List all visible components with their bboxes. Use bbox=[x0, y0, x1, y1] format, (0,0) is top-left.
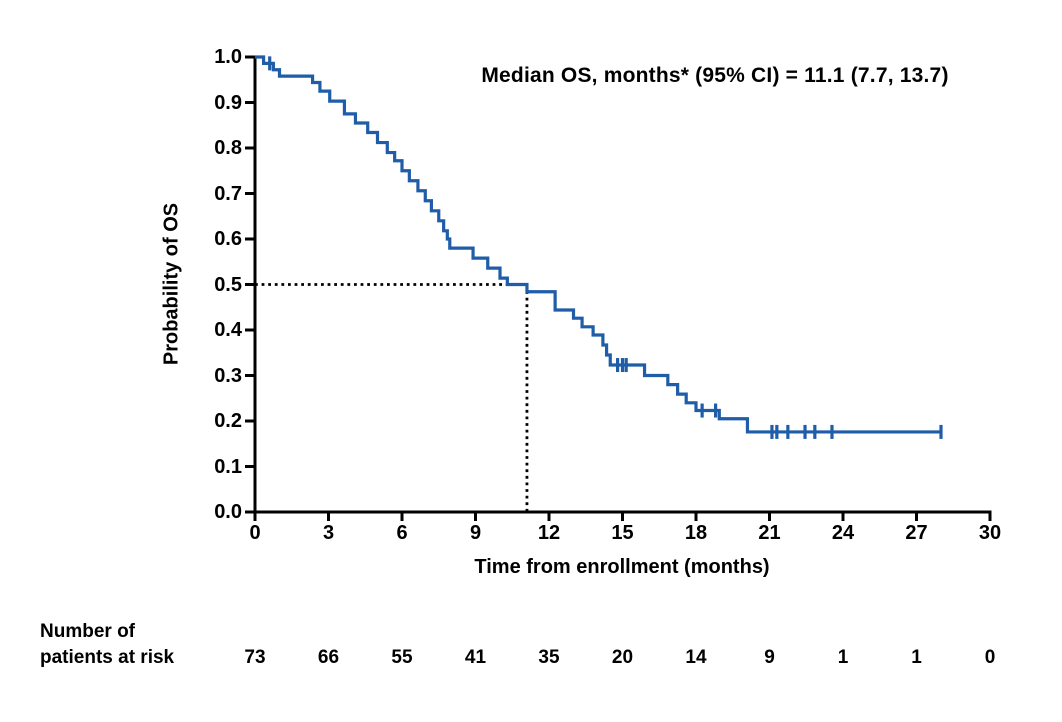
risk-count: 55 bbox=[391, 647, 413, 668]
x-tick-label: 18 bbox=[684, 522, 708, 544]
y-tick-label: 0.4 bbox=[214, 319, 242, 341]
risk-count: 14 bbox=[685, 647, 707, 668]
x-tick-label: 27 bbox=[905, 522, 928, 544]
risk-table-label: Number of patients at risk bbox=[40, 619, 174, 671]
x-tick-label: 24 bbox=[831, 522, 855, 544]
risk-table-label-line1: Number of bbox=[40, 621, 135, 642]
y-tick-label: 1.0 bbox=[214, 46, 242, 68]
risk-count: 0 bbox=[984, 647, 996, 668]
risk-count: 73 bbox=[244, 647, 266, 668]
y-axis-title: Probability of OS bbox=[160, 202, 183, 366]
risk-count: 1 bbox=[911, 647, 922, 668]
y-tick-label: 0.2 bbox=[214, 410, 242, 432]
risk-count: 20 bbox=[611, 647, 634, 668]
risk-count: 35 bbox=[538, 647, 560, 668]
x-tick-label: 6 bbox=[396, 522, 408, 544]
x-tick-label: 0 bbox=[249, 522, 261, 544]
x-tick-label: 30 bbox=[978, 522, 1002, 544]
km-plot-canvas bbox=[245, 55, 992, 521]
y-tick-label: 0.9 bbox=[214, 91, 242, 114]
risk-table-label-line2: patients at risk bbox=[40, 647, 175, 668]
y-tick-label: 0.1 bbox=[214, 455, 242, 478]
risk-count: 41 bbox=[464, 647, 487, 668]
x-tick-label: 3 bbox=[322, 522, 335, 544]
risk-count: 1 bbox=[837, 647, 849, 668]
y-tick-label: 0.6 bbox=[214, 228, 242, 250]
survival-curve bbox=[255, 55, 941, 434]
y-tick-label: 0.5 bbox=[214, 273, 242, 296]
x-axis-title: Time from enrollment (months) bbox=[474, 556, 770, 578]
y-tick-label: 0.0 bbox=[214, 501, 242, 523]
x-tick-label: 15 bbox=[611, 522, 634, 544]
risk-count: 66 bbox=[317, 647, 340, 668]
x-tick-label: 9 bbox=[469, 522, 482, 544]
risk-count: 9 bbox=[764, 647, 775, 668]
median-os-annotation: Median OS, months* (95% CI) = 11.1 (7.7,… bbox=[481, 64, 949, 87]
x-tick-label: 12 bbox=[537, 522, 561, 544]
y-tick-label: 0.3 bbox=[214, 364, 242, 387]
y-tick-label: 0.8 bbox=[214, 137, 242, 159]
y-tick-label: 0.7 bbox=[214, 182, 242, 205]
x-tick-label: 21 bbox=[758, 522, 781, 544]
